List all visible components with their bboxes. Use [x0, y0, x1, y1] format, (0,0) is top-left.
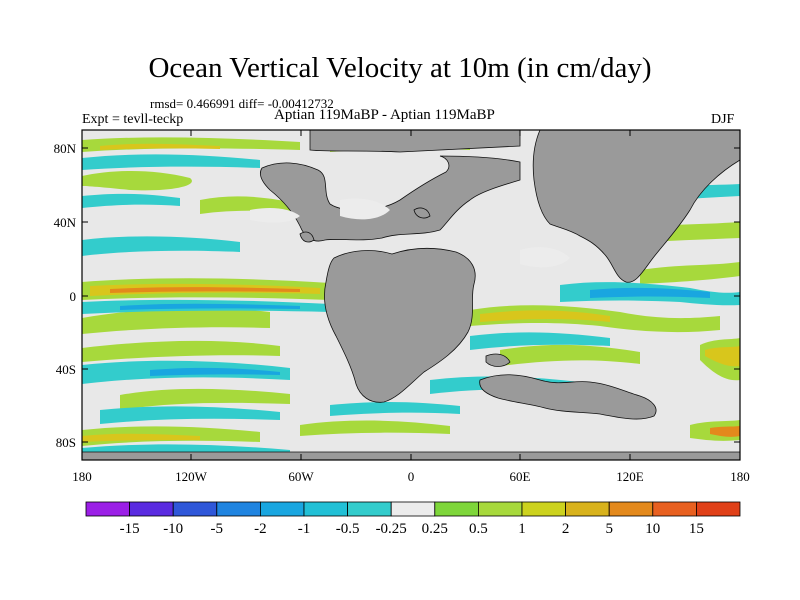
colorbar-box-8 — [434, 501, 479, 517]
lon-label-180w: 180 — [72, 469, 92, 484]
colorbar-box-9 — [477, 501, 523, 517]
experiment-label: Expt = tevll-teckp — [82, 112, 184, 127]
lon-label-0: 0 — [408, 469, 415, 484]
colorbar-box-1 — [129, 501, 174, 517]
gondwana-west — [324, 247, 476, 403]
colorbar-label-0: -15 — [120, 521, 140, 537]
stats-line: rmsd= 0.466991 diff= -0.00412732 — [150, 96, 334, 111]
colorbar-box-12 — [608, 501, 654, 517]
colorbar-label-10: 2 — [562, 521, 570, 537]
colorbar-box-13 — [652, 501, 697, 517]
neutral-regions — [250, 198, 570, 268]
colorbar-box-5 — [303, 501, 348, 517]
eurasia-east — [532, 130, 740, 283]
lat-label-80s: 80S — [56, 435, 76, 450]
lon-label-60e: 60E — [510, 469, 531, 484]
colorbar-label-6: -0.25 — [376, 521, 407, 537]
colorbar-box-10 — [521, 501, 566, 517]
land-masses — [82, 130, 740, 460]
colorbar-label-2: -5 — [211, 521, 224, 537]
colorbar-labels: -15 -10 -5 -2 -1 -0.5 -0.25 0.25 0.5 1 2 5 10 15 — [120, 521, 704, 537]
positive-strong-bands — [110, 287, 740, 437]
laurasia-west — [260, 155, 521, 242]
season-label: DJF — [711, 112, 735, 127]
arctic-landmass — [309, 130, 521, 153]
colorbar-label-1: -10 — [163, 521, 183, 537]
colorbar-box-7 — [390, 501, 436, 517]
island-3 — [299, 231, 315, 243]
lat-label-40s: 40S — [56, 362, 76, 377]
colorbar-label-8: 0.5 — [469, 521, 488, 537]
colorbar-label-4: -1 — [298, 521, 311, 537]
map-area — [82, 130, 740, 460]
colorbar-label-3: -2 — [254, 521, 267, 537]
colorbar-box-2 — [172, 501, 218, 517]
colorbar — [85, 501, 741, 517]
colorbar-box-3 — [216, 501, 261, 517]
plot-title: Ocean Vertical Velocity at 10m (in cm/da… — [148, 52, 652, 84]
island-2 — [413, 207, 431, 219]
lat-tick-marks — [82, 147, 740, 443]
lon-label-120e: 120E — [616, 469, 644, 484]
lon-label-120w: 120W — [175, 469, 208, 484]
colorbar-label-11: 5 — [605, 521, 613, 537]
colorbar-box-11 — [565, 501, 610, 517]
lon-tick-marks — [190, 130, 631, 460]
lat-label-0: 0 — [70, 289, 77, 304]
lon-label-60w: 60W — [288, 469, 314, 484]
colorbar-label-9: 1 — [518, 521, 526, 537]
colorbar-label-5: -0.5 — [336, 521, 360, 537]
lat-label-40n: 40N — [54, 215, 77, 230]
colorbar-box-6 — [347, 501, 392, 517]
colorbar-box-0 — [85, 501, 130, 517]
colorbar-label-13: 15 — [689, 521, 704, 537]
island-1 — [485, 353, 511, 367]
period-subtitle: Aptian 119MaBP - Aptian 119MaBP — [274, 107, 495, 123]
lon-label-180e: 180 — [730, 469, 750, 484]
colorbar-label-7: 0.25 — [422, 521, 448, 537]
negative-mid-bands — [120, 287, 710, 376]
antarctic-block — [479, 374, 657, 420]
colorbar-label-12: 10 — [645, 521, 660, 537]
lat-label-80n: 80N — [54, 141, 77, 156]
colorbar-box-14 — [696, 501, 741, 517]
colorbar-box-4 — [259, 501, 305, 517]
